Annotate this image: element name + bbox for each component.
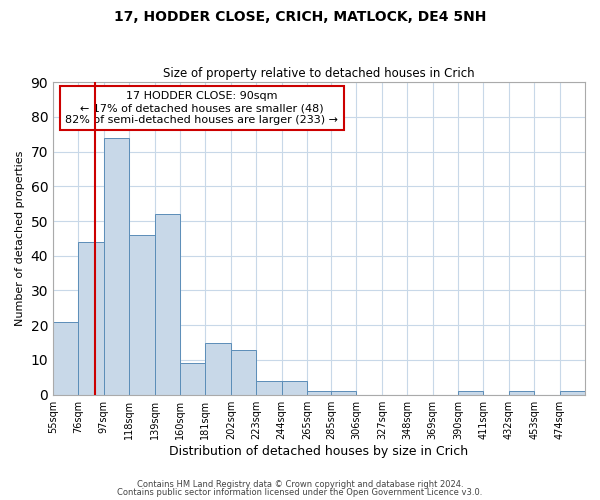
Bar [104, 138, 129, 394]
Title: Size of property relative to detached houses in Crich: Size of property relative to detached ho… [163, 66, 475, 80]
Bar [129, 235, 155, 394]
Text: 17, HODDER CLOSE, CRICH, MATLOCK, DE4 5NH: 17, HODDER CLOSE, CRICH, MATLOCK, DE4 5N… [114, 10, 486, 24]
Bar [458, 391, 484, 394]
Bar [231, 350, 256, 395]
Text: Contains public sector information licensed under the Open Government Licence v3: Contains public sector information licen… [118, 488, 482, 497]
Bar [281, 381, 307, 394]
Bar [53, 322, 79, 394]
Bar [79, 242, 104, 394]
Bar [307, 391, 332, 394]
Bar [256, 381, 281, 394]
Text: Contains HM Land Registry data © Crown copyright and database right 2024.: Contains HM Land Registry data © Crown c… [137, 480, 463, 489]
Bar [155, 214, 180, 394]
Bar [331, 391, 356, 394]
Text: 17 HODDER CLOSE: 90sqm
← 17% of detached houses are smaller (48)
82% of semi-det: 17 HODDER CLOSE: 90sqm ← 17% of detached… [65, 92, 338, 124]
Y-axis label: Number of detached properties: Number of detached properties [15, 150, 25, 326]
Bar [509, 391, 534, 394]
X-axis label: Distribution of detached houses by size in Crich: Distribution of detached houses by size … [169, 444, 469, 458]
Bar [180, 364, 205, 394]
Bar [205, 342, 231, 394]
Bar [560, 391, 585, 394]
